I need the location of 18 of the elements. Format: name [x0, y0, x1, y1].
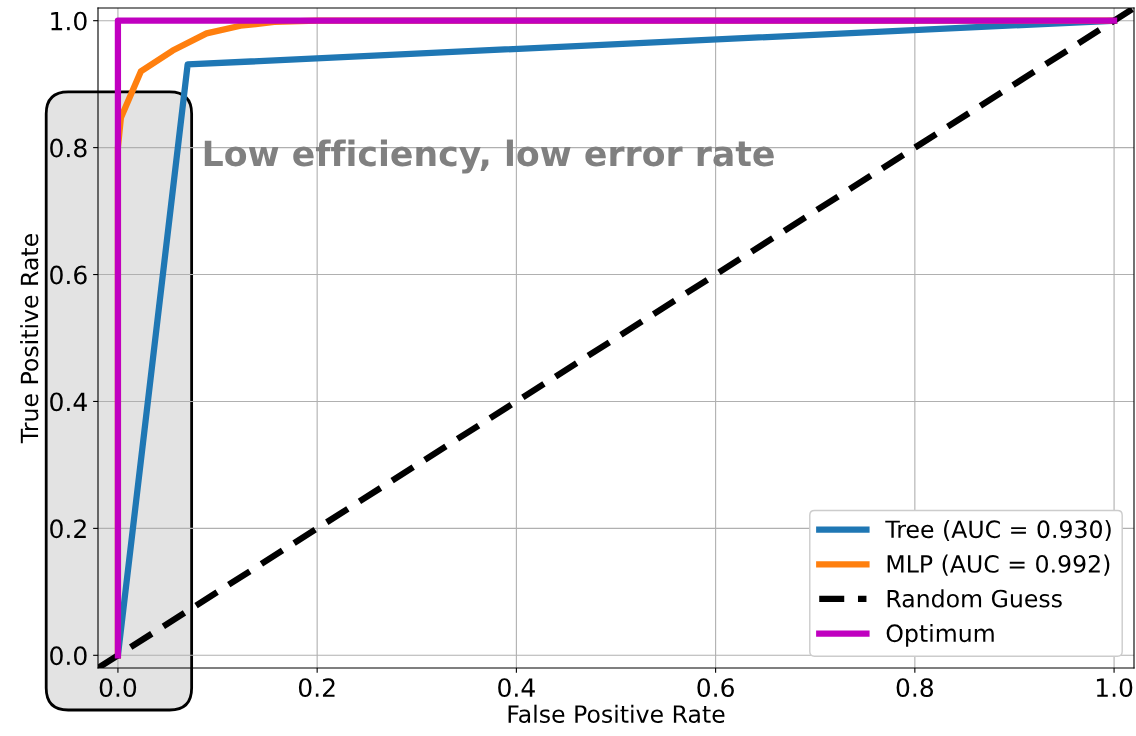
y-tick-label: 0.6 [50, 265, 87, 285]
y-tick-label: 1.0 [51, 11, 87, 31]
legend-label: Optimum [886, 623, 994, 647]
legend-label: MLP (AUC = 0.992) [887, 554, 1110, 576]
x-tick-label: 1.0 [1096, 678, 1133, 698]
legend-label: Tree (AUC = 0.930) [885, 519, 1111, 541]
y-tick-label: 0.8 [50, 138, 87, 158]
x-tick-label: 0.0 [99, 678, 137, 698]
x-tick-label: 0.8 [896, 678, 934, 698]
y-tick-label: 0.0 [50, 646, 87, 666]
y-tick-label: 0.2 [50, 519, 86, 539]
y-axis-title: True Positive Rate [20, 234, 39, 444]
x-tick-label: 0.2 [298, 678, 335, 698]
legend-label: Random Guess [887, 589, 1062, 608]
x-axis-title: False Positive Rate [508, 704, 725, 723]
x-tick-label: 0.4 [498, 678, 535, 698]
y-tick-label: 0.4 [50, 392, 87, 412]
x-tick-label: 0.6 [697, 678, 734, 698]
